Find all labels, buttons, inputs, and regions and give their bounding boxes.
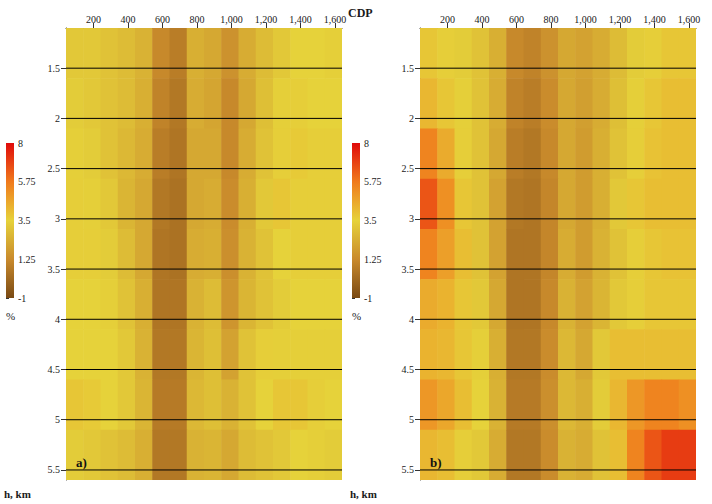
svg-text:5: 5 xyxy=(55,414,60,425)
svg-text:3: 3 xyxy=(409,213,414,224)
svg-text:b): b) xyxy=(430,455,442,470)
svg-text:1,200: 1,200 xyxy=(255,14,278,25)
svg-text:CDP: CDP xyxy=(348,6,373,20)
svg-text:1,600: 1,600 xyxy=(678,14,701,25)
svg-text:1,200: 1,200 xyxy=(609,14,632,25)
svg-text:2.5: 2.5 xyxy=(48,163,61,174)
svg-text:1.25: 1.25 xyxy=(18,254,36,265)
svg-text:5.5: 5.5 xyxy=(402,464,415,475)
svg-text:600: 600 xyxy=(155,14,170,25)
svg-text:4: 4 xyxy=(55,314,60,325)
svg-text:1,000: 1,000 xyxy=(574,14,597,25)
svg-text:%: % xyxy=(6,310,15,322)
svg-text:3.5: 3.5 xyxy=(364,215,377,226)
svg-text:3.5: 3.5 xyxy=(402,264,415,275)
svg-text:3.5: 3.5 xyxy=(48,264,61,275)
svg-text:1,400: 1,400 xyxy=(289,14,312,25)
svg-text:5.5: 5.5 xyxy=(48,464,61,475)
svg-text:200: 200 xyxy=(86,14,101,25)
svg-text:h, km: h, km xyxy=(350,488,377,500)
svg-text:1,600: 1,600 xyxy=(324,14,347,25)
svg-text:4.5: 4.5 xyxy=(48,364,61,375)
svg-text:5.75: 5.75 xyxy=(18,176,36,187)
svg-text:3: 3 xyxy=(55,213,60,224)
svg-text:5.75: 5.75 xyxy=(364,176,382,187)
svg-text:2: 2 xyxy=(55,113,60,124)
svg-text:a): a) xyxy=(76,455,87,470)
svg-text:1,400: 1,400 xyxy=(643,14,666,25)
svg-text:8: 8 xyxy=(364,138,369,149)
svg-text:1.25: 1.25 xyxy=(364,254,382,265)
svg-text:2.5: 2.5 xyxy=(402,163,415,174)
svg-text:-1: -1 xyxy=(18,293,26,304)
svg-text:200: 200 xyxy=(440,14,455,25)
svg-text:400: 400 xyxy=(475,14,490,25)
svg-text:1.5: 1.5 xyxy=(48,63,61,74)
svg-text:%: % xyxy=(352,310,361,322)
svg-text:800: 800 xyxy=(190,14,205,25)
svg-text:3.5: 3.5 xyxy=(18,215,31,226)
svg-text:4.5: 4.5 xyxy=(402,364,415,375)
svg-text:1.5: 1.5 xyxy=(402,63,415,74)
svg-text:5: 5 xyxy=(409,414,414,425)
svg-text:4: 4 xyxy=(409,314,414,325)
svg-text:h, km: h, km xyxy=(4,488,31,500)
svg-text:2: 2 xyxy=(409,113,414,124)
svg-text:8: 8 xyxy=(18,138,23,149)
svg-text:800: 800 xyxy=(544,14,559,25)
svg-text:1,000: 1,000 xyxy=(220,14,243,25)
svg-text:400: 400 xyxy=(121,14,136,25)
svg-text:-1: -1 xyxy=(364,293,372,304)
svg-text:600: 600 xyxy=(509,14,524,25)
